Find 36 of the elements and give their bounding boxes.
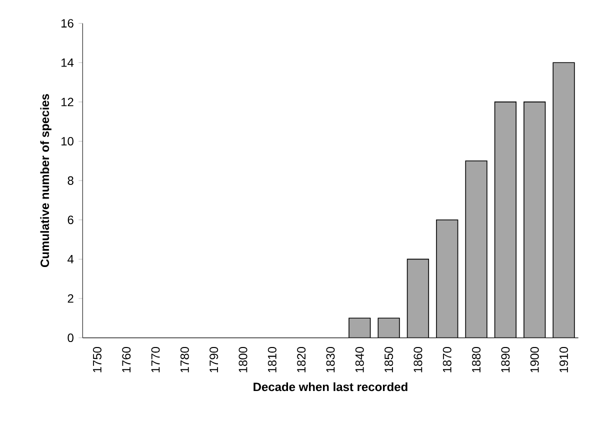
x-tick-label: 1860 bbox=[414, 347, 422, 372]
bar bbox=[406, 258, 430, 338]
x-tick-label: 1830 bbox=[326, 347, 335, 372]
x-axis-title: Decade when last recorded bbox=[254, 382, 408, 392]
x-tick-label: 1870 bbox=[442, 347, 452, 372]
bar bbox=[494, 102, 517, 338]
x-tick-label: 1880 bbox=[472, 347, 481, 372]
x-tick-label: 1820 bbox=[297, 347, 306, 372]
x-tick-label: 1840 bbox=[355, 347, 364, 372]
x-tick-label: 1780 bbox=[180, 347, 189, 372]
bar bbox=[378, 318, 400, 338]
x-tick-label: 1890 bbox=[501, 347, 510, 372]
y-tick-label: 2 bbox=[68, 294, 74, 303]
y-tick-label: 4 bbox=[68, 255, 74, 264]
x-tick-label: 1900 bbox=[530, 347, 539, 372]
bar bbox=[524, 102, 546, 338]
x-tick-label: 1790 bbox=[210, 347, 218, 372]
y-tick-label: 16 bbox=[62, 19, 74, 28]
x-tick-label: 1800 bbox=[238, 347, 248, 372]
x-tick-label: 1910 bbox=[560, 347, 568, 372]
x-tick-label: 1760 bbox=[122, 347, 131, 372]
y-axis-title: Cumulative number of species bbox=[40, 94, 52, 268]
x-tick-label: 1770 bbox=[151, 347, 160, 372]
x-tick-label: 1810 bbox=[268, 347, 276, 372]
y-tick-label: 10 bbox=[62, 137, 74, 146]
bar bbox=[436, 220, 458, 338]
y-tick-label: 12 bbox=[62, 98, 74, 106]
bar bbox=[348, 318, 371, 338]
y-tick-label: 14 bbox=[62, 58, 74, 67]
y-tick-label: 0 bbox=[68, 334, 74, 342]
y-tick-label: 6 bbox=[68, 216, 74, 224]
y-tick-label: 8 bbox=[68, 176, 74, 185]
bar bbox=[552, 62, 575, 338]
x-tick-label: 1750 bbox=[92, 347, 102, 372]
bar bbox=[465, 160, 488, 338]
x-tick-label: 1850 bbox=[384, 347, 394, 372]
